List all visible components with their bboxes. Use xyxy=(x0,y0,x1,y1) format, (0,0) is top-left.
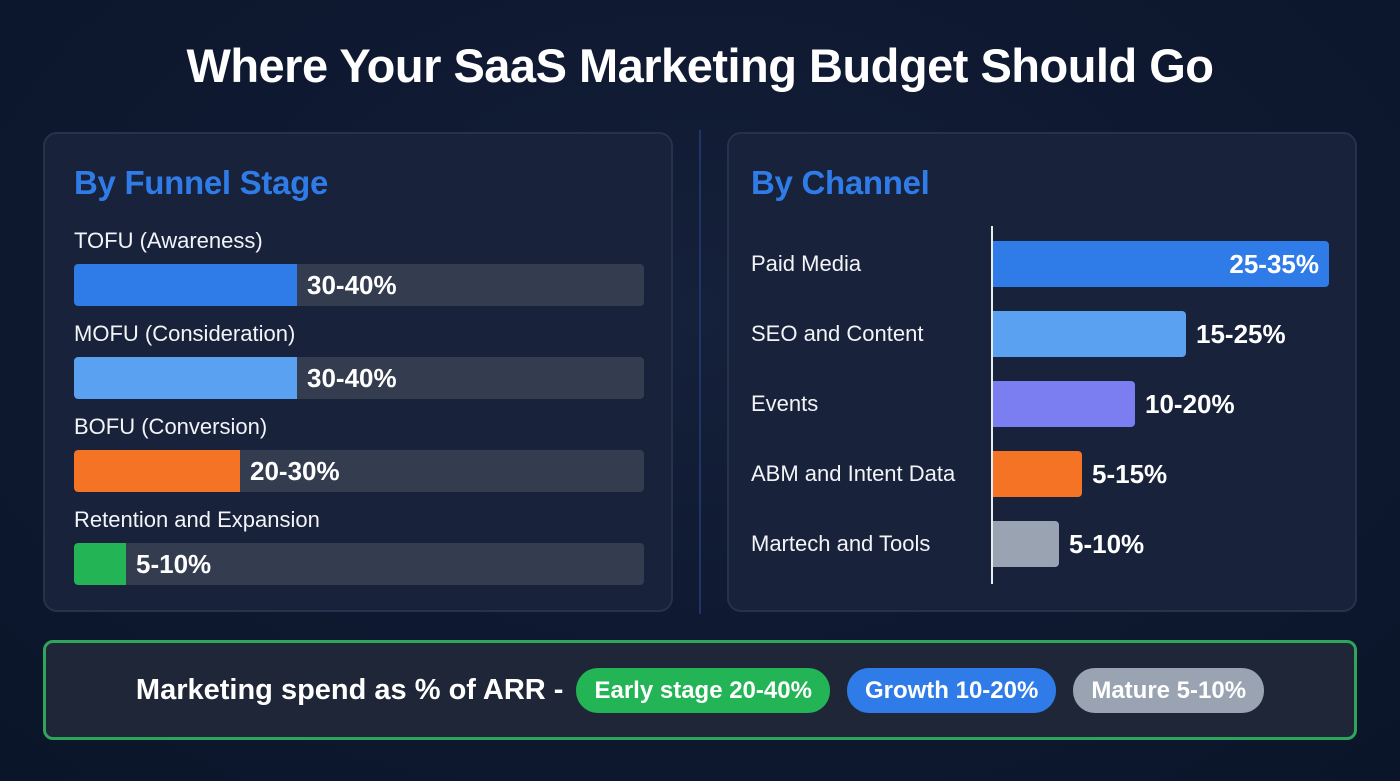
chart-axis-line xyxy=(991,226,993,584)
funnel-stage-row: BOFU (Conversion) 20-30% xyxy=(74,412,644,492)
stage-fill xyxy=(74,264,297,306)
stage-label: BOFU (Conversion) xyxy=(74,414,268,439)
funnel-stage-row: MOFU (Consideration) 30-40% xyxy=(74,319,644,399)
channel-label: ABM and Intent Data xyxy=(751,461,956,486)
channel-row: ABM and Intent Data 5-15% xyxy=(751,451,1351,497)
channel-bar xyxy=(993,311,1186,357)
channel-panel-title: By Channel xyxy=(751,164,930,201)
stage-fill xyxy=(74,450,240,492)
channel-value: 5-10% xyxy=(1069,529,1145,559)
channel-bar xyxy=(993,451,1082,497)
stage-track: 30-40% xyxy=(74,264,644,306)
early-stage-pill: Early stage 20-40% xyxy=(576,667,830,713)
stage-track: 5-10% xyxy=(74,543,644,585)
channel-row: Events 10-20% xyxy=(751,381,1351,427)
growth-pill: Growth 10-20% xyxy=(846,667,1057,713)
stage-label: TOFU (Awareness) xyxy=(74,228,263,253)
stage-value: 30-40% xyxy=(307,270,397,300)
stage-label: MOFU (Consideration) xyxy=(74,321,296,346)
stage-fill xyxy=(74,357,297,399)
stage-label: Retention and Expansion xyxy=(74,507,320,532)
channel-row: SEO and Content 15-25% xyxy=(751,311,1351,357)
channel-value: 5-15% xyxy=(1092,459,1168,489)
channel-bar xyxy=(993,381,1135,427)
stage-value: 20-30% xyxy=(250,456,340,486)
stage-value: 5-10% xyxy=(136,549,212,579)
channel-value: 25-35% xyxy=(1229,249,1319,279)
channel-row: Martech and Tools 5-10% xyxy=(751,521,1351,567)
channel-panel: By Channel Paid Media 25-35% SEO and Con… xyxy=(727,132,1357,612)
channel-value: 15-25% xyxy=(1196,319,1286,349)
channel-label: Paid Media xyxy=(751,251,862,276)
channel-label: SEO and Content xyxy=(751,321,924,346)
arr-label: Marketing spend as % of ARR - xyxy=(135,673,564,706)
page-title: Where Your SaaS Marketing Budget Should … xyxy=(186,39,1214,92)
channel-value: 10-20% xyxy=(1145,389,1235,419)
funnel-stage-row: Retention and Expansion 5-10% xyxy=(74,505,644,585)
panel-divider xyxy=(699,130,701,614)
channel-label: Martech and Tools xyxy=(751,531,931,556)
channel-bar xyxy=(993,241,1329,287)
mature-pill: Mature 5-10% xyxy=(1073,667,1265,713)
stage-track: 30-40% xyxy=(74,357,644,399)
channel-bar xyxy=(993,521,1059,567)
funnel-stage-row: TOFU (Awareness) 30-40% xyxy=(74,226,644,306)
stage-value: 30-40% xyxy=(307,363,397,393)
arr-summary-box: Marketing spend as % of ARR - Early stag… xyxy=(43,640,1357,740)
funnel-panel-title: By Funnel Stage xyxy=(74,164,329,201)
channel-row: Paid Media 25-35% xyxy=(751,241,1351,287)
stage-fill xyxy=(74,543,126,585)
stage-track: 20-30% xyxy=(74,450,644,492)
channel-label: Events xyxy=(751,391,819,416)
funnel-stage-panel: By Funnel Stage TOFU (Awareness) 30-40% … xyxy=(43,132,673,612)
